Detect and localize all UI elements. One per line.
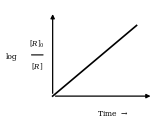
Text: log: log <box>6 53 18 61</box>
Text: Time $\rightarrow$: Time $\rightarrow$ <box>97 109 128 118</box>
Text: $[R]_0$: $[R]_0$ <box>29 39 45 50</box>
Text: $[R]$: $[R]$ <box>31 61 43 72</box>
